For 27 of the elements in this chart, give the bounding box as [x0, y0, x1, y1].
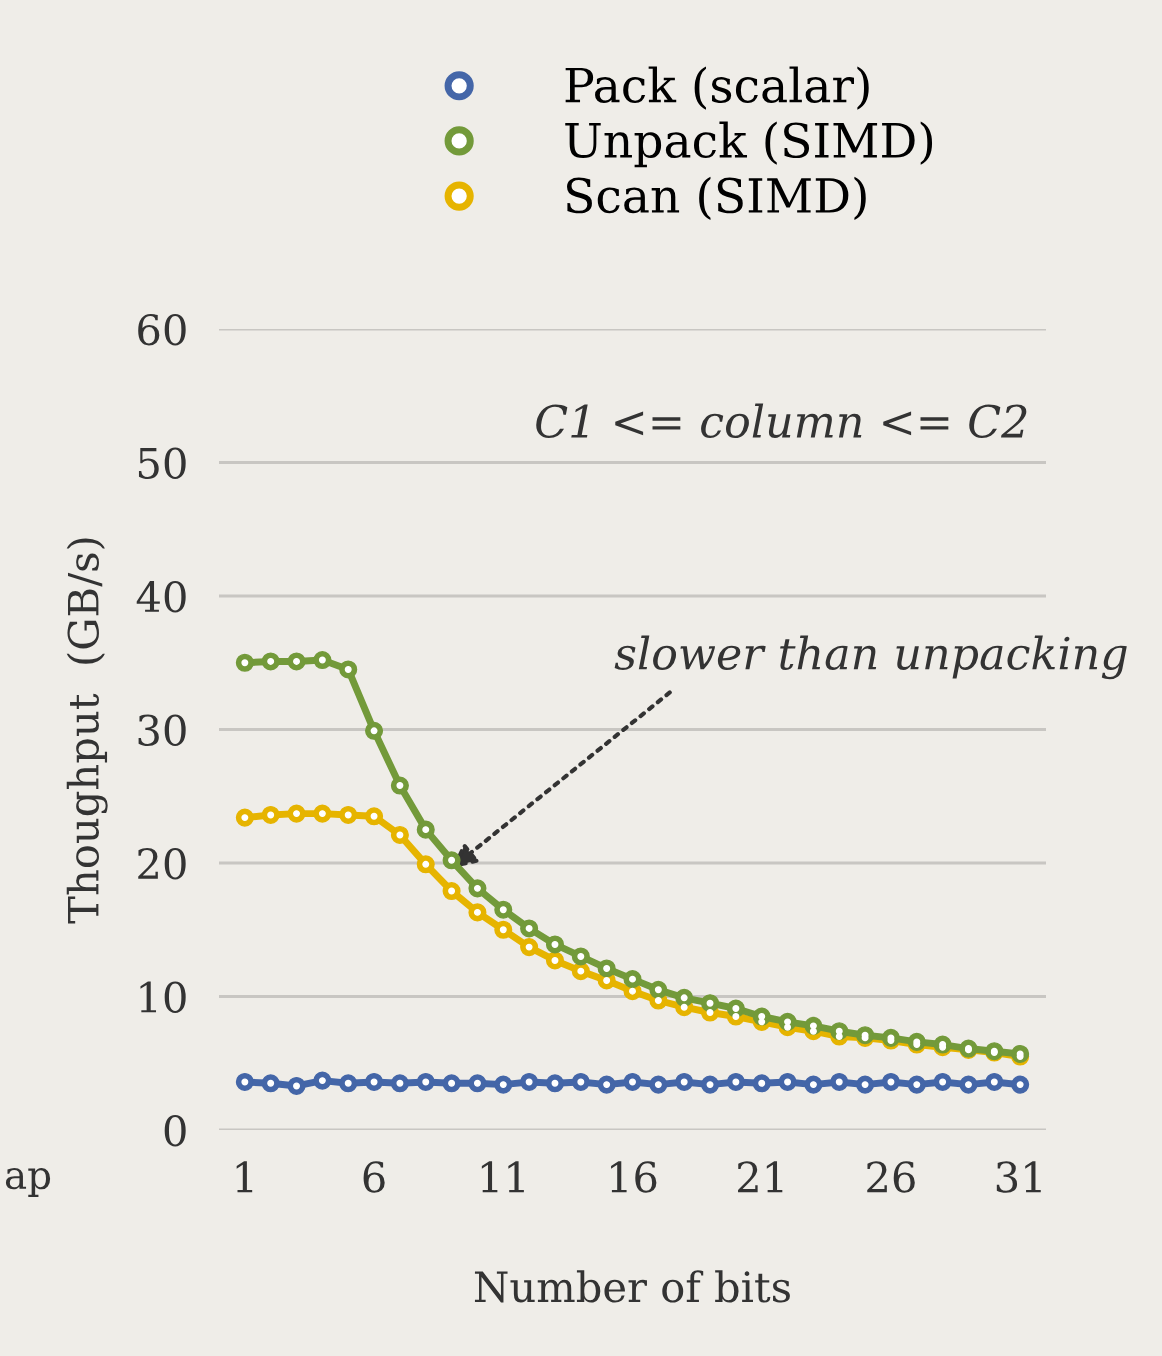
- y-tick-label: 30: [138, 714, 186, 746]
- y-tick-label: 20: [138, 847, 186, 880]
- annotation: C1 <= column <= C2: [536, 403, 1027, 439]
- point: [571, 1072, 590, 1091]
- annotation: slower than unpacking: [614, 635, 1127, 680]
- x-tick-label: 31: [996, 1161, 1041, 1193]
- x-tick-label: 26: [867, 1161, 915, 1193]
- y-tick-label: 0: [164, 1114, 186, 1147]
- x-tick-label: 16: [611, 1161, 657, 1193]
- x-tick-label: 21: [738, 1161, 783, 1193]
- x-axis-title: Number of bits: [474, 1270, 790, 1303]
- point: [390, 825, 409, 844]
- legend-label: Pack (scalar): [565, 66, 869, 110]
- point: [520, 1072, 539, 1091]
- y-axis-title: Thoughput (GB/s): [66, 538, 108, 924]
- legend-label: Scan (SIMD): [567, 176, 866, 220]
- y-tick-label: 10: [140, 981, 186, 1013]
- y-tick-label: 50: [138, 447, 186, 479]
- x-tick-label: 11: [481, 1161, 524, 1193]
- y-tick-label: 60: [138, 313, 186, 346]
- legend-label: Unpack (SIMD): [565, 121, 933, 168]
- y-tick-label: 40: [136, 580, 186, 613]
- text: ap: [5, 1168, 51, 1197]
- x-tick-label: 6: [363, 1161, 385, 1193]
- point: [881, 1072, 900, 1091]
- point: [365, 1072, 384, 1091]
- x-tick-label: 1: [236, 1161, 253, 1193]
